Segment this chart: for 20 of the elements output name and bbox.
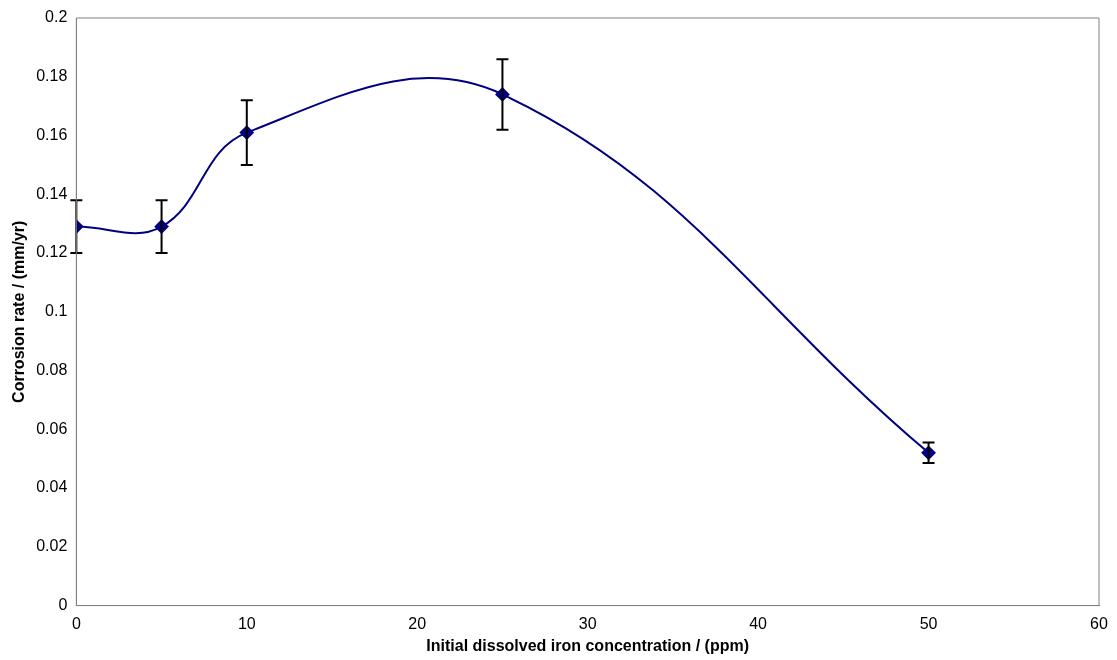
x-axis-title: Initial dissolved iron concentration / (ppm) (426, 636, 750, 654)
y-tick-label: 0.16 (36, 125, 68, 143)
x-tick-label: 10 (237, 614, 256, 632)
x-tick-label: 0 (71, 614, 81, 632)
y-tick-label: 0.02 (36, 537, 68, 555)
y-tick-label: 0 (58, 596, 68, 614)
y-tick-label: 0.12 (36, 243, 68, 261)
x-tick-label: 50 (919, 614, 938, 632)
y-tick-label: 0.2 (45, 8, 68, 26)
y-tick-label: 0.1 (45, 302, 68, 320)
x-tick-label: 20 (408, 614, 427, 632)
y-tick-label: 0.06 (36, 419, 68, 437)
x-tick-label: 40 (749, 614, 768, 632)
y-tick-label: 0.14 (36, 184, 68, 202)
x-tick-label: 60 (1090, 614, 1108, 632)
y-tick-label: 0.04 (36, 478, 68, 496)
x-tick-label: 30 (578, 614, 597, 632)
y-tick-label: 0.08 (36, 360, 68, 378)
y-tick-label: 0.18 (36, 67, 68, 85)
y-axis-title: Corrosion rate / (mm/yr) (10, 220, 28, 403)
